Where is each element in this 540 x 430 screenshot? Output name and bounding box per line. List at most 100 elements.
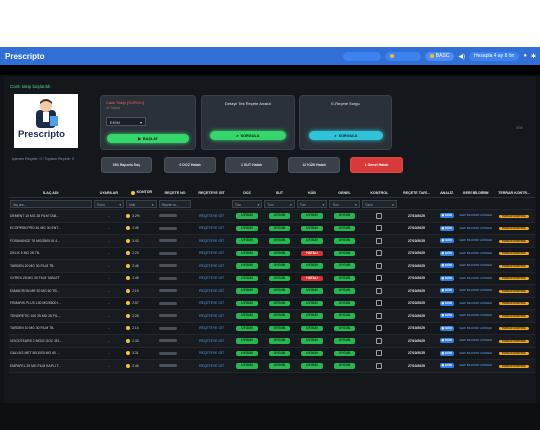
feedback-link[interactable]: GERİ BİLDİRİM GÖNDER	[458, 272, 494, 285]
analysis-button[interactable]: ◉ GÖR	[435, 222, 459, 235]
table-row[interactable]: DELIX 5 MG 28 TB. -2.23 REÇETEYE GİT UYGUN U…	[9, 247, 535, 260]
kontrol-checkbox[interactable]	[360, 222, 398, 235]
terrar-button[interactable]: TERRAR KONTROL	[493, 247, 535, 260]
filter-general-errors[interactable]: 1 Genel Hatalı	[350, 157, 403, 173]
kontrol-checkbox[interactable]	[360, 284, 398, 298]
table-row[interactable]: DEMENT 10 MG 28 FILM TAB... -3.2% REÇETEYE…	[9, 209, 535, 223]
terrar-button[interactable]: TERRAR KONTROL	[493, 322, 535, 335]
kontrol-filter[interactable]: Tümü ▾	[361, 199, 397, 208]
table-row[interactable]: FOSAVANCE 70 MG/2800 IU 4... -3.43 REÇETEY…	[9, 234, 535, 248]
analysis-button[interactable]: ◉ GÖR	[435, 347, 459, 360]
table-row[interactable]: EMPAFEL 25 MG FILM KAPLI T... -2.46 REÇETE…	[9, 359, 535, 373]
prescription-no-input[interactable]: Reçete no...	[158, 199, 192, 208]
analysis-button[interactable]: ◉ GÖR	[435, 247, 459, 260]
col-feedback[interactable]: GERİ BİLDİRİM	[458, 188, 494, 198]
table-row[interactable]: GYREX 25 MG 30 FILM TABLET -2.45 REÇETEYE …	[9, 272, 535, 285]
kontrol-checkbox[interactable]	[360, 297, 398, 310]
go-prescription-link[interactable]: REÇETEYE GİT	[192, 334, 231, 348]
col-drug-name[interactable]: İLAÇ ADI	[9, 188, 93, 198]
table-row[interactable]: DIAMICRON MR 30 MG 60 TB... -2.19 REÇETEYE…	[9, 284, 535, 298]
feedback-link[interactable]: GERİ BİLDİRİM GÖNDER	[458, 259, 494, 273]
kontrol-checkbox[interactable]	[360, 234, 398, 248]
kontrol-checkbox[interactable]	[360, 322, 398, 335]
terrar-button[interactable]: TERRAR KONTROL	[493, 234, 535, 248]
gear-icon[interactable]: ✱	[530, 53, 536, 60]
analysis-button[interactable]: ◉ GÖR	[435, 322, 459, 335]
header-pill-account[interactable]: Hesapla 4 ay 8 ön	[469, 51, 520, 61]
feedback-link[interactable]: GERİ BİLDİRİM GÖNDER	[458, 222, 494, 235]
terrar-button[interactable]: TERRAR KONTROL	[493, 309, 535, 323]
analysis-button[interactable]: ◉ GÖR	[435, 284, 459, 298]
kontrol-checkbox[interactable]	[360, 334, 398, 348]
kontrol-checkbox[interactable]	[360, 359, 398, 373]
col-date[interactable]: REÇETE TARİ...	[397, 188, 436, 198]
kontrol-checkbox[interactable]	[360, 247, 398, 260]
feedback-link[interactable]: GERİ BİLDİRİM GÖNDER	[458, 209, 494, 223]
table-row[interactable]: TARDEN 20 MG 30 FILM TB. -2.46 REÇETEYE Gİ…	[9, 259, 535, 273]
warnings-filter[interactable]: Tümü ▾	[93, 199, 125, 208]
sut-filter[interactable]: Tüm ▾	[264, 199, 295, 208]
feedback-link[interactable]: GERİ BİLDİRİM GÖNDER	[458, 284, 494, 298]
table-row[interactable]: FEMARIS PLUS 150 MG/5600 I... -2.57 REÇETE…	[9, 297, 535, 310]
genel-filter[interactable]: Tüm ▾	[329, 199, 360, 208]
user-icon[interactable]: ●	[523, 53, 527, 59]
start-button[interactable]: ▶ BAŞLAT	[107, 134, 189, 143]
kontrol-checkbox[interactable]	[360, 259, 398, 273]
drug-search-input[interactable]: İlaç ara...	[10, 199, 92, 208]
go-prescription-link[interactable]: REÇETEYE GİT	[192, 359, 231, 373]
table-row[interactable]: ECOPIRIN PRO 81 MG 30 ENT... -2.49 REÇETEY…	[9, 222, 535, 235]
analysis-button[interactable]: ◉ GÖR	[435, 297, 459, 310]
analysis-button[interactable]: ◉ GÖR	[435, 334, 459, 348]
terrar-button[interactable]: TERRAR KONTROL	[493, 272, 535, 285]
go-prescription-link[interactable]: REÇETEYE GİT	[192, 347, 231, 360]
filter-reported-drugs[interactable]: 654 Raporlu İlaç	[101, 157, 152, 173]
analysis-button[interactable]: ◉ GÖR	[435, 309, 459, 323]
feedback-link[interactable]: GERİ BİLDİRİM GÖNDER	[458, 347, 494, 360]
col-sut[interactable]: SUT	[263, 188, 296, 198]
doz-filter[interactable]: Tüm ▾	[231, 199, 263, 208]
go-prescription-link[interactable]: REÇETEYE GİT	[192, 209, 231, 223]
kontrol-checkbox[interactable]	[360, 209, 398, 223]
kub-filter[interactable]: Tüm ▾	[296, 199, 328, 208]
go-prescription-link[interactable]: REÇETEYE GİT	[192, 322, 231, 335]
e-prescription-query-button[interactable]: ⌕ SORGULA	[309, 131, 383, 140]
feedback-link[interactable]: GERİ BİLDİRİM GÖNDER	[458, 359, 494, 373]
go-prescription-link[interactable]: REÇETEYE GİT	[192, 222, 231, 235]
go-prescription-link[interactable]: REÇETEYE GİT	[192, 297, 231, 310]
header-pill-basc[interactable]: BASC	[424, 51, 455, 61]
analysis-button[interactable]: ◉ GÖR	[435, 272, 459, 285]
table-row[interactable]: GALVUS MET 50/1000 MG 60 ... -3.31 REÇETEY…	[9, 347, 535, 360]
col-kontrol[interactable]: KONTROL	[360, 188, 398, 198]
terrar-button[interactable]: TERRAR KONTROL	[493, 209, 535, 223]
go-prescription-link[interactable]: REÇETEYE GİT	[192, 234, 231, 248]
analysis-button[interactable]: ◉ GÖR	[435, 259, 459, 273]
detailed-query-button[interactable]: ⌕ SORGULA	[210, 131, 286, 140]
terrar-button[interactable]: TERRAR KONTROL	[493, 259, 535, 273]
go-prescription-link[interactable]: REÇETEYE GİT	[192, 309, 231, 323]
col-prescription-no[interactable]: REÇETE NO	[157, 188, 193, 198]
feedback-link[interactable]: GERİ BİLDİRİM GÖNDER	[458, 334, 494, 348]
col-warnings[interactable]: UYARILAR	[92, 188, 126, 198]
col-doz[interactable]: DOZ	[230, 188, 264, 198]
filter-kub-errors[interactable]: 12 KÜB Hatalı	[288, 157, 340, 173]
filter-sut-errors[interactable]: 1 SUT Hatalı	[225, 157, 278, 173]
go-prescription-link[interactable]: REÇETEYE GİT	[192, 259, 231, 273]
analysis-button[interactable]: ◉ GÖR	[435, 209, 459, 223]
feedback-link[interactable]: GERİ BİLDİRİM GÖNDER	[458, 297, 494, 310]
terrar-button[interactable]: TERRAR KONTROL	[493, 347, 535, 360]
feedback-link[interactable]: GERİ BİLDİRİM GÖNDER	[458, 309, 494, 323]
feedback-link[interactable]: GERİ BİLDİRİM GÖNDER	[458, 234, 494, 248]
terrar-button[interactable]: TERRAR KONTROL	[493, 359, 535, 373]
table-row[interactable]: TARDEN 10 MG 30 FILM TB. -2.14 REÇETEYE Gİ…	[9, 322, 535, 335]
kontrol-checkbox[interactable]	[360, 347, 398, 360]
sound-icon[interactable]: ◀)	[458, 53, 466, 60]
col-terrar[interactable]: TERRAR KONTR...	[493, 188, 535, 198]
kontor-filter[interactable]: Mutl ▾	[126, 199, 157, 208]
col-go-prescription[interactable]: REÇETEYE GİT	[192, 188, 231, 198]
kontrol-checkbox[interactable]	[360, 309, 398, 323]
terrar-button[interactable]: TERRAR KONTROL	[493, 334, 535, 348]
filter-dose-errors[interactable]: 0 DOZ Hatalı	[164, 157, 216, 173]
analysis-button[interactable]: ◉ GÖR	[435, 234, 459, 248]
terrar-button[interactable]: TERRAR KONTROL	[493, 222, 535, 235]
col-analysis[interactable]: ANALİZ	[435, 188, 459, 198]
